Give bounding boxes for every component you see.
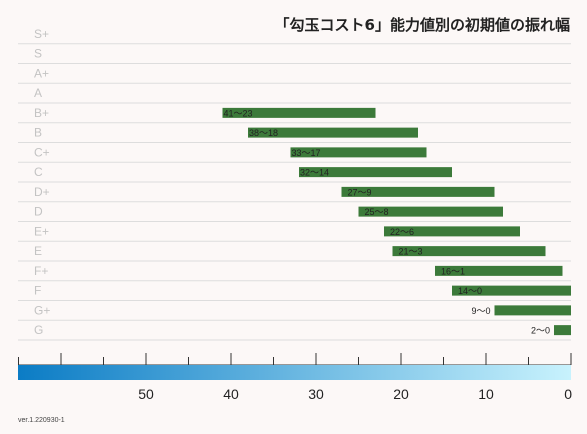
rank-label: E+ xyxy=(34,224,49,238)
range-bar xyxy=(299,167,452,178)
rank-label: F+ xyxy=(34,264,48,278)
range-label: 16〜1 xyxy=(441,266,465,276)
rank-label: G+ xyxy=(34,303,50,317)
range-label: 32〜14 xyxy=(300,168,329,178)
rank-label: D xyxy=(34,205,43,219)
range-bar xyxy=(554,325,571,336)
range-bar xyxy=(494,305,571,316)
rank-label: E xyxy=(34,244,42,258)
rank-label: S xyxy=(34,47,42,61)
chart-title: 「勾玉コスト6」能力値別の初期値の振れ幅 xyxy=(275,16,570,34)
rank-label: B xyxy=(34,126,42,140)
rank-label: S+ xyxy=(34,27,49,41)
rank-label: G xyxy=(34,323,43,337)
rank-label: D+ xyxy=(34,185,50,199)
x-tick-label: 20 xyxy=(393,386,409,402)
range-bar xyxy=(341,186,495,197)
range-label: 14〜0 xyxy=(458,286,482,296)
x-axis: 50 40 30 20 10 0 xyxy=(18,353,572,402)
range-label: 9〜0 xyxy=(471,306,490,316)
rank-label: A xyxy=(34,86,42,100)
x-tick-label: 30 xyxy=(308,386,324,402)
x-tick-label: 0 xyxy=(564,386,572,402)
version-label: ver.1.220930-1 xyxy=(18,417,65,424)
range-label: 33〜17 xyxy=(291,148,320,158)
x-tick-label: 40 xyxy=(223,386,239,402)
rank-rows: S+ S A+ A B+ B C+ C D+ D E+ E F+ F G+ G xyxy=(18,27,571,341)
range-bars: 41〜23 38〜18 33〜17 32〜14 27〜9 25〜822〜6 21〜3 16〜1… xyxy=(222,107,571,336)
range-label: 22〜6 xyxy=(390,227,414,237)
range-bar xyxy=(222,107,376,118)
range-bar xyxy=(358,206,503,217)
range-bar xyxy=(384,226,520,237)
range-label: 38〜18 xyxy=(249,128,278,138)
rank-label: A+ xyxy=(34,66,49,80)
range-bar xyxy=(290,147,427,158)
range-label: 25〜8 xyxy=(364,207,388,217)
rank-label: C xyxy=(34,165,43,179)
range-label: 27〜9 xyxy=(347,187,371,197)
range-label: 2〜0 xyxy=(531,326,550,336)
axis-gradient-bar xyxy=(18,365,571,380)
range-bar xyxy=(435,265,563,276)
range-label: 41〜23 xyxy=(223,108,252,118)
range-label: 21〜3 xyxy=(398,247,422,257)
x-tick-label: 10 xyxy=(478,386,494,402)
range-bar xyxy=(452,285,571,296)
rank-label: F xyxy=(34,284,41,298)
x-tick-label: 50 xyxy=(138,386,154,402)
rank-label: B+ xyxy=(34,106,49,120)
range-bar xyxy=(392,246,546,257)
rank-label: C+ xyxy=(34,145,50,159)
range-bar xyxy=(248,127,418,138)
